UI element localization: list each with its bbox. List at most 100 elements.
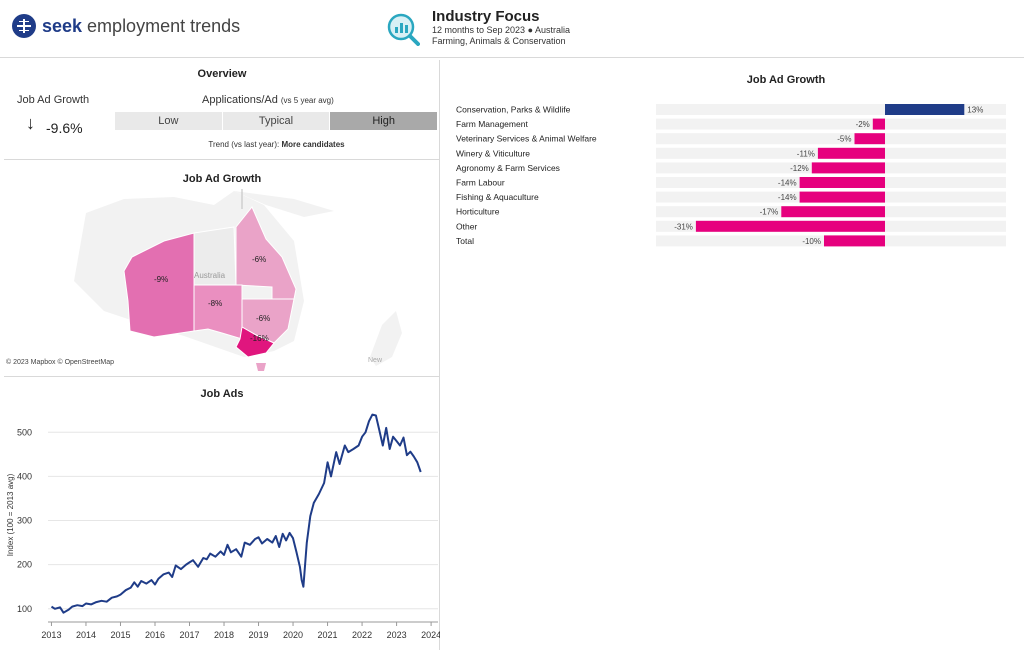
region-label-vic: -16% [250,334,269,343]
page-title: Industry Focus [432,8,540,25]
scale-low: Low [115,112,222,130]
magnifier-chart-icon [387,13,420,46]
region-qld [235,206,297,300]
region-wa [123,232,195,338]
bar-chart-title: Job Ad Growth [746,74,826,86]
region-label-nsw: -6% [256,314,271,323]
bar [885,104,965,115]
new-guinea-shape [234,191,334,217]
bar-value-label: -5% [837,135,851,144]
bar-value-label: -17% [760,208,779,217]
x-tick-label: 2015 [110,630,130,640]
bar-category-label: Horticulture [456,207,500,217]
y-tick-label: 100 [17,604,32,614]
bar-track [656,118,1006,130]
map-nz-label: New [368,357,383,364]
y-tick-label: 500 [17,427,32,437]
x-tick-label: 2019 [249,630,269,640]
map-country-label: Australia [194,271,226,280]
bar-value-label: -31% [674,222,693,231]
bar-value-label: -10% [802,237,821,246]
map-panel: Job Ad Growth Australia New -9% -6% -8% … [4,161,440,377]
brand-tagline: employment trends [87,15,241,36]
right-column: Job Ad Growth Conservation, Parks & Wild… [446,60,1016,650]
nz-shape [370,311,402,366]
x-tick-label: 2018 [214,630,234,640]
overview-panel: Overview Job Ad Growth ↓ -9.6% Applicati… [4,60,440,160]
page-subtitle-industry: Farming, Animals & Conservation [432,36,566,46]
map-credit[interactable]: © 2023 Mapbox © OpenStreetMap [6,359,114,366]
bar-category-label: Other [456,221,477,231]
applications-per-ad-note: (vs 5 year avg) [280,96,334,105]
trend-prefix: Trend (vs last year): [208,140,280,149]
x-tick-label: 2013 [41,630,61,640]
region-tas [256,363,266,371]
seek-logo-icon [12,14,36,38]
region-sa [193,284,243,340]
job-ad-growth-bar-chart[interactable]: Conservation, Parks & Wildlife 13% Farm Ma… [446,60,1016,280]
brand-logo[interactable]: seek employment trends [12,14,240,38]
arrow-down-icon: ↓ [26,113,35,133]
applications-per-ad-label: Applications/Ad (vs 5 year avg) [202,94,334,106]
trend-text: Trend (vs last year): More candidates [115,140,438,149]
job-ads-line-chart[interactable]: 100 200 300 400 500 2013 2014 2015 2016 2017 2018 2… [4,378,440,650]
bar [799,191,885,203]
bar-category-label: Agronomy & Farm Services [456,163,560,173]
applications-per-ad-text: Applications/Ad [202,94,278,106]
brand-name: seek [42,15,83,36]
region-label-wa: -9% [154,275,169,284]
bar-category-label: Farm Labour [456,178,505,188]
region-vic [235,326,275,358]
job-ads-title: Job Ads [200,388,244,400]
applications-scale: Low Typical High [115,112,438,130]
bar-value-label: -2% [856,120,870,129]
y-tick-label: 200 [17,560,32,570]
bar-value-label: -14% [778,179,797,188]
x-tick-label: 2022 [352,630,372,640]
bar-value-label: 13% [967,106,983,115]
bar-category-label: Conservation, Parks & Wildlife [456,105,571,115]
bar-category-label: Total [456,236,474,246]
x-tick-label: 2020 [283,630,303,640]
bar-category-label: Fishing & Aquaculture [456,192,539,202]
scale-high-selected: High [330,112,438,130]
bar [799,177,885,188]
bar-category-label: Farm Management [456,119,528,129]
bar-category-label: Winery & Viticulture [456,148,530,158]
y-tick-label: 300 [17,516,32,526]
region-label-qld: -6% [252,255,267,264]
bar [872,118,885,130]
bar-value-label: -14% [778,193,797,202]
job-ad-growth-label: Job Ad Growth [17,94,90,106]
bar [854,133,885,145]
y-axis-label: Index (100 = 2013 avg) [6,473,15,556]
region-label-sa: -8% [208,299,223,308]
bar [817,147,885,159]
job-ads-panel: Job Ads 100 200 300 400 500 2013 2014 2015 2016 2… [4,378,440,650]
industry-focus-header: Industry Focus 12 months to Sep 2023 ● A… [386,8,570,47]
x-tick-label: 2024 [421,630,440,640]
bar [824,235,885,247]
trend-value: More candidates [281,140,345,149]
bar-track [656,133,1006,145]
series-line [50,413,422,614]
bar [695,220,885,232]
x-tick-label: 2014 [76,630,96,640]
x-tick-label: 2017 [179,630,199,640]
bar-value-label: -12% [790,164,809,173]
left-column: Overview Job Ad Growth ↓ -9.6% Applicati… [4,60,440,650]
overview-title: Overview [197,68,247,80]
job-ad-growth-value: -9.6% [46,120,83,136]
x-tick-label: 2023 [387,630,407,640]
scale-typical: Typical [222,112,330,130]
bar-track [656,104,1006,115]
header: seek employment trends Industry Focus 12… [0,0,1024,58]
page-subtitle-period: 12 months to Sep 2023 ● Australia [432,25,571,35]
australia-map[interactable] [4,161,440,377]
x-tick-label: 2021 [318,630,338,640]
bar [811,162,885,174]
y-tick-label: 400 [17,471,32,481]
bar [781,206,885,218]
bar-category-label: Veterinary Services & Animal Welfare [456,134,597,144]
map-title: Job Ad Growth [182,173,262,185]
